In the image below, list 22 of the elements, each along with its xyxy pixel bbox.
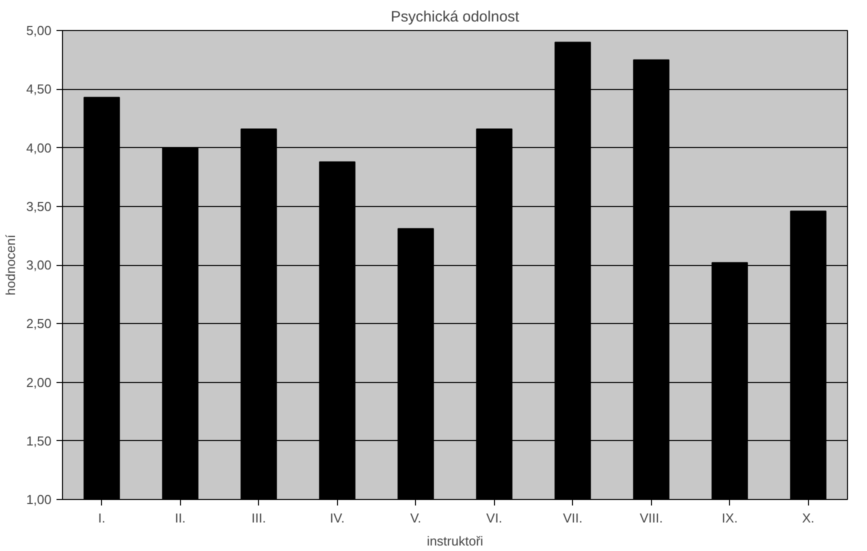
y-axis-title: hodnocení — [3, 234, 18, 296]
y-tick-label: 3,50 — [26, 198, 52, 214]
x-tick-label: IV. — [330, 510, 345, 526]
chart-title: Psychická odolnost — [390, 8, 520, 26]
x-tick-label: IX. — [722, 510, 738, 526]
y-tick-label: 4,50 — [26, 82, 52, 97]
y-tick-label: 2,50 — [26, 316, 52, 332]
y-tick-label: 3,00 — [26, 258, 52, 272]
y-tick-label: 5,00 — [26, 23, 52, 38]
y-tick-label: 2,00 — [26, 374, 52, 390]
x-tick-label: II. — [174, 510, 186, 526]
x-tick-label: VII. — [562, 510, 583, 526]
y-tick-label: 4,00 — [26, 140, 52, 156]
x-tick-label: VIII. — [640, 510, 663, 526]
y-tick-label: 1,00 — [26, 492, 52, 507]
x-axis-title: instruktoři — [426, 534, 484, 548]
x-tick-label: VI. — [486, 510, 502, 526]
x-tick-label: III. — [252, 510, 266, 526]
y-tick-label: 1,50 — [26, 433, 52, 448]
x-tick-label: I. — [98, 510, 106, 526]
x-tick-label: V. — [410, 510, 422, 526]
x-tick-label: X. — [802, 510, 814, 526]
